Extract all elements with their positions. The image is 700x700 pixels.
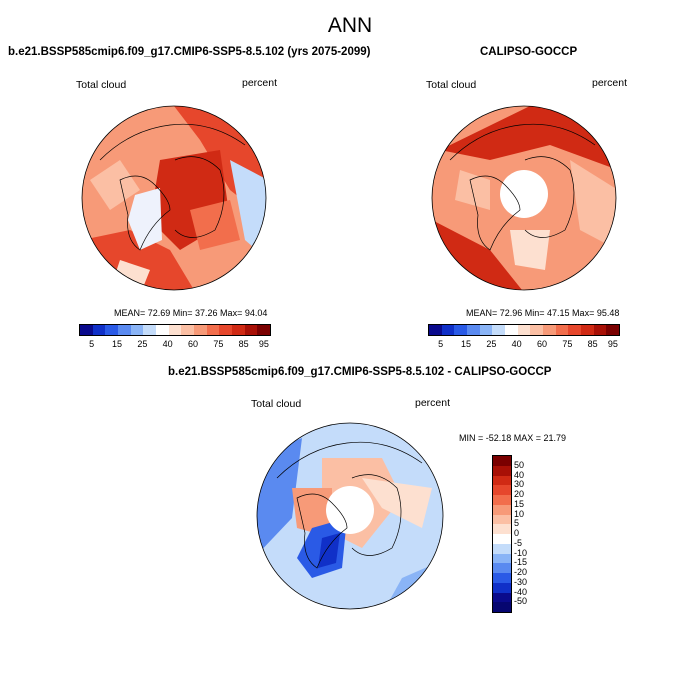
- panel1-colorbar-swatch: [155, 325, 169, 335]
- panel1-colorbar-swatch: [257, 325, 270, 335]
- panel1-colorbar-swatch: [117, 325, 131, 335]
- panel2-colorbar-swatch: [530, 325, 543, 335]
- panel3-colorbar-swatch: [493, 524, 511, 534]
- panel3-colorbar-tick-label: -40: [514, 586, 528, 597]
- panel1-colorbar-swatch: [168, 325, 182, 335]
- panel3-colorbar-swatch: [493, 543, 511, 554]
- panel3-colorbar-swatch: [493, 563, 511, 573]
- panel3-colorbar-swatch: [493, 553, 511, 564]
- panel1-colorbar: [79, 324, 271, 336]
- panel3-colorbar-tick-label: 15: [514, 498, 525, 509]
- panel3-colorbar-swatch: [493, 573, 511, 583]
- panel2-colorbar-swatch: [454, 325, 467, 335]
- panel1-colorbar-tick-label: 15: [111, 339, 123, 349]
- panel2-colorbar-tick-label: 60: [536, 339, 548, 349]
- panel3-colorbar-tick-label: -30: [514, 576, 528, 587]
- panel2-colorbar-swatch: [606, 325, 619, 335]
- panel2-units-label: percent: [592, 77, 628, 89]
- panel3-colorbar-swatch: [493, 592, 511, 603]
- panel2-colorbar-swatch: [466, 325, 480, 335]
- panel1-colorbar-swatch: [92, 325, 106, 335]
- panel3-stats: MIN = -52.18 MAX = 21.79: [459, 433, 567, 443]
- panel1-colorbar-swatch: [143, 325, 156, 335]
- panel2-colorbar-swatch: [479, 325, 493, 335]
- panel3-colorbar-swatch: [493, 485, 511, 495]
- panel3-colorbar-tick-label: -5: [514, 537, 523, 548]
- panel3-title: b.e21.BSSP585cmip6.f09_g17.CMIP6-SSP5-8.…: [168, 366, 552, 378]
- panel3-polar-map: [256, 422, 444, 610]
- panel1-colorbar-swatch: [193, 325, 207, 335]
- panel3-colorbar-tick-label: 0: [514, 528, 520, 538]
- panel3-colorbar-swatch: [493, 504, 511, 515]
- panel1-colorbar-swatch: [105, 325, 118, 335]
- panel3-colorbar-tick-label: -20: [514, 567, 528, 577]
- panel2-colorbar-tick-label: 25: [486, 339, 497, 349]
- panel1-colorbar-tick-label: 85: [238, 339, 249, 349]
- panel1-stats: MEAN= 72.69 Min= 37.26 Max= 94.04: [114, 308, 268, 318]
- panel1-colorbar-swatch: [231, 325, 245, 335]
- panel3-colorbar-swatch: [493, 495, 511, 505]
- panel2-colorbar-swatch: [555, 325, 569, 335]
- panel3-colorbar-swatch: [493, 465, 511, 476]
- panel2-colorbar: [428, 324, 620, 336]
- panel1-colorbar-tick-label: 5: [89, 339, 95, 349]
- panel2-variable-label: Total cloud: [426, 79, 477, 91]
- panel3-colorbar-swatch: [493, 602, 511, 612]
- panel2-colorbar-swatch: [542, 325, 556, 335]
- panel2-title: CALIPSO-GOCCP: [480, 46, 578, 58]
- panel1-colorbar-swatch: [219, 325, 232, 335]
- panel1-colorbar-tick-label: 60: [187, 339, 199, 349]
- panel1-colorbar-tick-label: 40: [162, 339, 173, 349]
- panel2-colorbar-swatch: [504, 325, 518, 335]
- panel2-colorbar-swatch: [492, 325, 505, 335]
- panel1-colorbar-swatch: [244, 325, 258, 335]
- panel2-polar-map: [431, 105, 617, 291]
- panel2-colorbar-swatch: [568, 325, 581, 335]
- panel3-colorbar-tick-label: 50: [514, 459, 525, 470]
- panel3-variable-label: Total cloud: [251, 398, 302, 410]
- panel1-polar-map: [81, 105, 267, 291]
- panel3-colorbar-tick-label: 30: [514, 479, 525, 490]
- panel3-colorbar-swatch: [493, 456, 511, 466]
- panel2-colorbar-tick-label: 5: [438, 339, 444, 349]
- panel1-colorbar-tick-label: 25: [137, 339, 148, 349]
- panel3-colorbar-swatch: [493, 514, 511, 525]
- panel3-colorbar: [492, 455, 512, 613]
- panel2-colorbar-swatch: [441, 325, 455, 335]
- panel3-colorbar-tick-label: -10: [514, 547, 528, 558]
- panel1-variable-label: Total cloud: [76, 79, 127, 91]
- panel2-colorbar-swatch: [593, 325, 607, 335]
- panel2-colorbar-tick-label: 15: [460, 339, 472, 349]
- panel2-colorbar-tick-label: 95: [607, 339, 618, 349]
- panel2-colorbar-swatch: [517, 325, 531, 335]
- panel2-colorbar-tick-label: 75: [562, 339, 573, 349]
- panel2-colorbar-swatch: [580, 325, 594, 335]
- panel3-colorbar-tick-label: -50: [514, 596, 528, 607]
- panel3-colorbar-tick-label: 40: [514, 469, 525, 480]
- panel2-colorbar-tick-label: 85: [587, 339, 598, 349]
- panel3-colorbar-tick-label: 20: [514, 489, 525, 499]
- panel1-colorbar-swatch: [206, 325, 220, 335]
- panel3-colorbar-tick-label: 5: [514, 518, 520, 529]
- panel3-colorbar-swatch: [493, 475, 511, 486]
- panel2-colorbar-tick-label: 40: [511, 339, 522, 349]
- panel1-colorbar-swatch: [130, 325, 144, 335]
- panel1-units-label: percent: [242, 77, 278, 89]
- panel3-units-label: percent: [415, 397, 451, 409]
- panel1-colorbar-swatch: [80, 325, 93, 335]
- panel1-colorbar-tick-label: 75: [213, 339, 224, 349]
- panel3-colorbar-tick-label: -15: [514, 557, 528, 568]
- panel2-stats: MEAN= 72.96 Min= 47.15 Max= 95.48: [466, 308, 620, 318]
- panel3-colorbar-tick-label: 10: [514, 508, 525, 519]
- panel2-colorbar-swatch: [429, 325, 442, 335]
- panel3-colorbar-swatch: [493, 582, 511, 593]
- figure-title: ANN: [327, 14, 373, 37]
- panel3-colorbar-swatch: [493, 534, 511, 544]
- panel1-colorbar-swatch: [181, 325, 194, 335]
- panel1-colorbar-tick-label: 95: [258, 339, 269, 349]
- panel1-title: b.e21.BSSP585cmip6.f09_g17.CMIP6-SSP5-8.…: [8, 46, 371, 58]
